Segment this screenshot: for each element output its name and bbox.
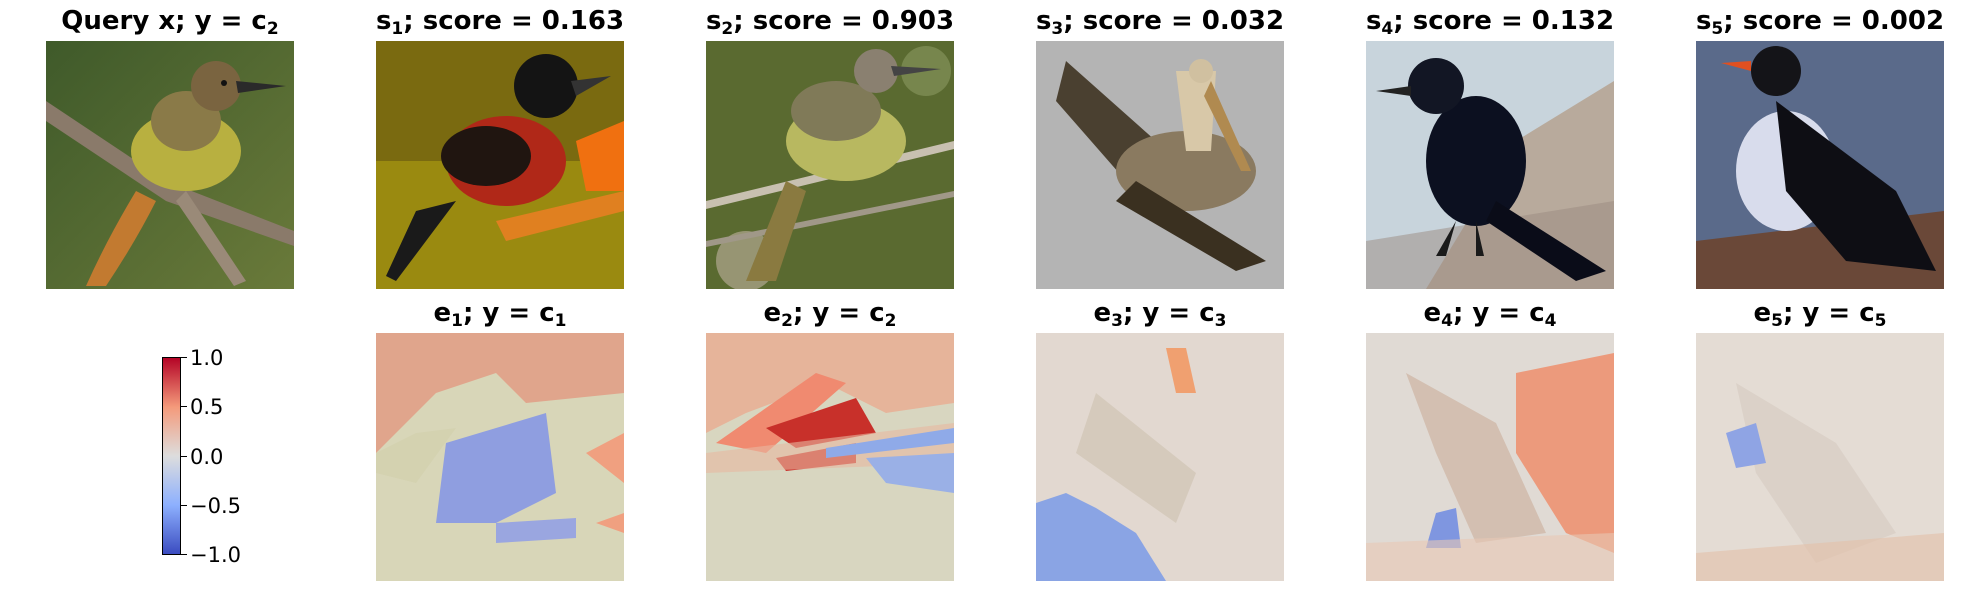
query-image xyxy=(46,41,294,289)
similar-image-5 xyxy=(1696,41,1944,289)
colorbar-tick xyxy=(181,406,187,407)
explanation-title-1: e1; y = c1 xyxy=(433,298,567,331)
explanation-heatmap-1 xyxy=(376,333,624,581)
explanation-heatmap-3 xyxy=(1036,333,1284,581)
colorbar-tick xyxy=(181,505,187,506)
similar-title-2: s2; score = 0.903 xyxy=(705,6,955,39)
similar-image-2 xyxy=(706,41,954,289)
explanation-title-5: e5; y = c5 xyxy=(1753,298,1887,331)
similar-image-3 xyxy=(1036,41,1284,289)
similar-title-5: s5; score = 0.002 xyxy=(1695,6,1945,39)
explanation-heatmap-2 xyxy=(706,333,954,581)
query-title: Query x; y = c2 xyxy=(61,6,279,39)
colorbar-tick-label: 0.5 xyxy=(190,395,224,419)
colorbar-tick-label: −0.5 xyxy=(190,494,241,518)
colorbar-tick xyxy=(181,456,187,457)
similar-title-1: s1; score = 0.163 xyxy=(375,6,625,39)
colorbar-tick-label: −1.0 xyxy=(190,543,241,567)
explanation-heatmap-4 xyxy=(1366,333,1614,581)
explanation-title-4: e4; y = c4 xyxy=(1423,298,1557,331)
similar-image-1 xyxy=(376,41,624,289)
explanation-heatmap-5 xyxy=(1696,333,1944,581)
colorbar-tick-label: 1.0 xyxy=(190,346,224,370)
colorbar-tick-label: 0.0 xyxy=(190,445,224,469)
colorbar-tick xyxy=(181,554,187,555)
colorbar-tick xyxy=(181,357,187,358)
similar-title-4: s4; score = 0.132 xyxy=(1365,6,1615,39)
colorbar-gradient xyxy=(162,357,181,555)
similar-title-3: s3; score = 0.032 xyxy=(1035,6,1285,39)
explanation-title-3: e3; y = c3 xyxy=(1093,298,1227,331)
similar-image-4 xyxy=(1366,41,1614,289)
explanation-title-2: e2; y = c2 xyxy=(763,298,897,331)
